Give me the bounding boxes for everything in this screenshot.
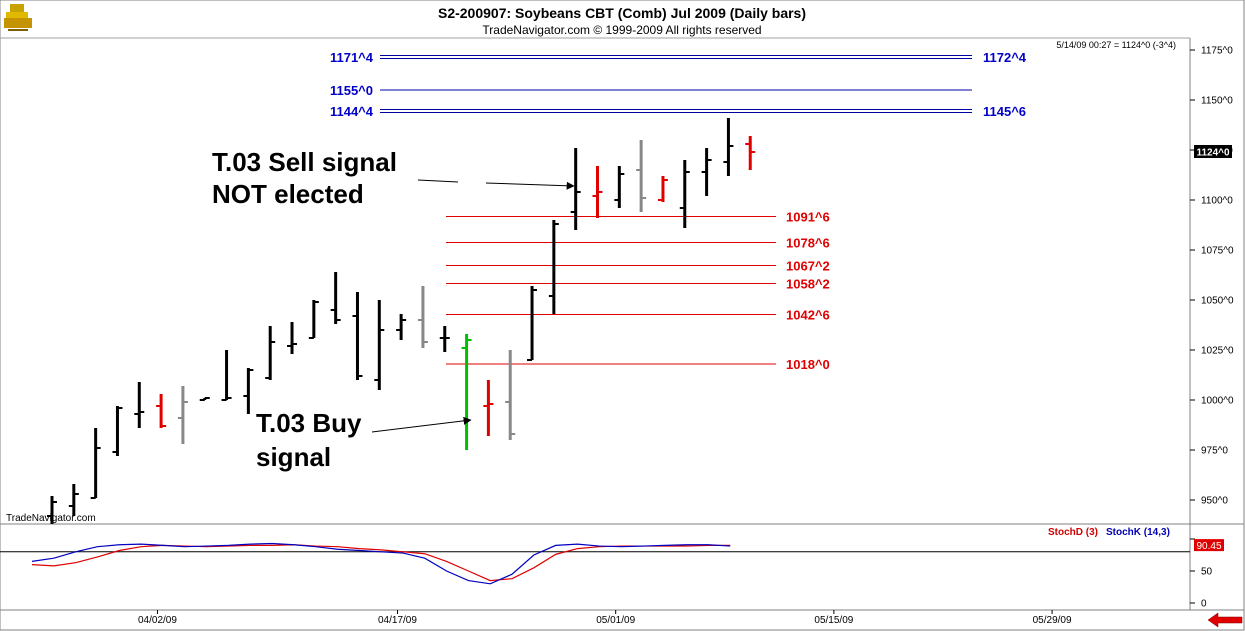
blue-level-label: 1171^4 xyxy=(330,50,374,65)
ohlc-bar xyxy=(396,314,407,340)
price-bars xyxy=(47,118,756,524)
price-tick-label: 1175^0 xyxy=(1201,46,1233,57)
blue-level-label: 1145^6 xyxy=(983,104,1026,119)
ohlc-bar xyxy=(657,176,668,202)
price-tick-label: 1000^0 xyxy=(1201,396,1234,407)
blue-level-label: 1144^4 xyxy=(330,104,374,119)
ohlc-bar xyxy=(47,496,57,524)
date-axis: 04/02/09 04/17/09 05/01/09 05/15/09 05/29/09 xyxy=(138,610,1072,626)
red-level-label: 1091^6 xyxy=(786,210,830,225)
red-level-label: 1078^6 xyxy=(786,236,830,251)
red-level-label: 1058^2 xyxy=(786,277,830,292)
sell-signal-pointer xyxy=(417,179,459,183)
price-levels: 1171^4 1172^4 1155^0 1144^4 1145^6 1091^6 1078… xyxy=(330,50,1027,372)
scroll-left-arrow-icon[interactable] xyxy=(1207,612,1243,628)
stochastic-panel: 0 50 90.45 xyxy=(0,538,1224,610)
ohlc-bar xyxy=(592,166,603,218)
ohlc-bar xyxy=(745,136,756,170)
blue-level-label: 1172^4 xyxy=(983,50,1027,65)
buy-signal-arrow xyxy=(371,416,472,433)
date-tick-label: 05/15/09 xyxy=(814,615,853,626)
price-tick-label: 975^0 xyxy=(1201,446,1228,457)
ohlc-bar xyxy=(330,272,341,324)
date-tick-label: 04/02/09 xyxy=(138,615,177,626)
ohlc-bar xyxy=(548,220,559,314)
ohlc-bar xyxy=(90,428,101,499)
ohlc-bar xyxy=(352,292,363,380)
stoch-tick-label: 0 xyxy=(1201,599,1207,610)
ohlc-bar xyxy=(68,484,79,516)
ohlc-bar xyxy=(723,118,734,176)
price-tick-label: 1075^0 xyxy=(1201,246,1234,257)
date-tick-label: 04/17/09 xyxy=(378,615,417,626)
stoch-tick-label: 50 xyxy=(1201,567,1213,578)
ohlc-bar xyxy=(134,382,145,428)
annotations: T.03 Sell signal NOT elected T.03 Buy signa… xyxy=(212,147,575,472)
ohlc-bar xyxy=(199,397,210,401)
price-tick-label: 950^0 xyxy=(1201,496,1228,507)
ohlc-bar xyxy=(701,148,712,196)
ohlc-bar xyxy=(505,350,516,440)
ohlc-bar xyxy=(570,148,581,230)
ohlc-bar xyxy=(156,394,167,428)
ohlc-bar xyxy=(374,300,385,390)
ohlc-bar xyxy=(308,300,319,339)
date-tick-label: 05/29/09 xyxy=(1033,615,1072,626)
ohlc-bar xyxy=(679,160,690,228)
ohlc-bar xyxy=(636,140,647,212)
red-level-label: 1067^2 xyxy=(786,259,830,274)
last-price-label: 1124^0 xyxy=(1196,148,1230,159)
red-level-label: 1042^6 xyxy=(786,308,830,323)
ohlc-bar xyxy=(614,166,625,208)
price-tick-label: 1150^0 xyxy=(1201,96,1233,107)
stochk-legend: StochK (14,3) xyxy=(1106,527,1170,538)
sell-signal-annotation: T.03 Sell signal NOT elected xyxy=(212,147,397,209)
stochd-legend: StochD (3) xyxy=(1048,527,1098,538)
ohlc-bar xyxy=(177,386,188,444)
chart-title: S2-200907: Soybeans CBT (Comb) Jul 2009 … xyxy=(438,5,806,21)
ohlc-bar xyxy=(243,368,254,414)
ohlc-bar xyxy=(112,406,123,456)
ohlc-bar xyxy=(527,286,538,361)
price-tick-label: 1100^0 xyxy=(1201,196,1233,207)
red-level-label: 1018^0 xyxy=(786,357,830,372)
stochk-line xyxy=(31,542,731,585)
ohlc-bar xyxy=(221,350,232,401)
ohlc-bar xyxy=(461,334,472,450)
timestamp-readout: 5/14/09 00:27 = 1124^0 (-3^4) xyxy=(1056,40,1176,50)
buy-signal-annotation: T.03 Buy signal xyxy=(256,408,362,472)
ohlc-bar xyxy=(287,322,298,354)
ohlc-bar xyxy=(439,326,450,352)
sell-signal-arrow xyxy=(485,181,575,190)
ohlc-bar xyxy=(483,380,494,436)
ohlc-bar xyxy=(265,326,276,380)
tradenavigator-logo-icon xyxy=(4,4,32,31)
last-price-tag: 1124^0 xyxy=(1194,145,1232,159)
price-tick-label: 1025^0 xyxy=(1201,346,1234,357)
ohlc-bar xyxy=(417,286,428,348)
blue-level-label: 1155^0 xyxy=(330,83,373,98)
stoch-value-label: 90.45 xyxy=(1196,541,1221,552)
price-tick-label: 1050^0 xyxy=(1201,296,1234,307)
chart-subtitle: TradeNavigator.com © 1999-2009 All right… xyxy=(482,23,761,37)
stoch-value-tag xyxy=(1194,539,1224,552)
date-tick-label: 05/01/09 xyxy=(596,615,635,626)
